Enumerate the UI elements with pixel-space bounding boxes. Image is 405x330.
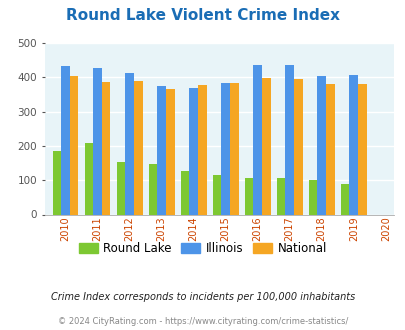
Text: Crime Index corresponds to incidents per 100,000 inhabitants: Crime Index corresponds to incidents per…: [51, 292, 354, 302]
Bar: [157, 86, 166, 214]
Bar: [93, 68, 102, 215]
Bar: [52, 151, 61, 214]
Bar: [340, 183, 349, 214]
Bar: [189, 88, 198, 214]
Bar: [325, 84, 334, 214]
Bar: [166, 89, 174, 214]
Bar: [221, 83, 229, 214]
Bar: [125, 73, 134, 214]
Bar: [84, 143, 93, 214]
Bar: [61, 66, 70, 214]
Bar: [253, 65, 261, 214]
Bar: [102, 82, 110, 214]
Bar: [357, 84, 366, 214]
Bar: [349, 75, 357, 214]
Bar: [180, 171, 189, 214]
Bar: [293, 79, 302, 214]
Bar: [148, 164, 157, 214]
Legend: Round Lake, Illinois, National: Round Lake, Illinois, National: [74, 237, 331, 260]
Text: Round Lake Violent Crime Index: Round Lake Violent Crime Index: [66, 8, 339, 23]
Bar: [212, 175, 221, 214]
Bar: [244, 179, 253, 214]
Bar: [261, 78, 270, 214]
Bar: [317, 76, 325, 215]
Bar: [116, 162, 125, 214]
Bar: [70, 76, 78, 215]
Bar: [198, 85, 206, 214]
Bar: [229, 83, 238, 214]
Bar: [134, 81, 142, 214]
Bar: [308, 180, 317, 214]
Bar: [276, 179, 285, 214]
Bar: [285, 65, 293, 214]
Text: © 2024 CityRating.com - https://www.cityrating.com/crime-statistics/: © 2024 CityRating.com - https://www.city…: [58, 317, 347, 326]
